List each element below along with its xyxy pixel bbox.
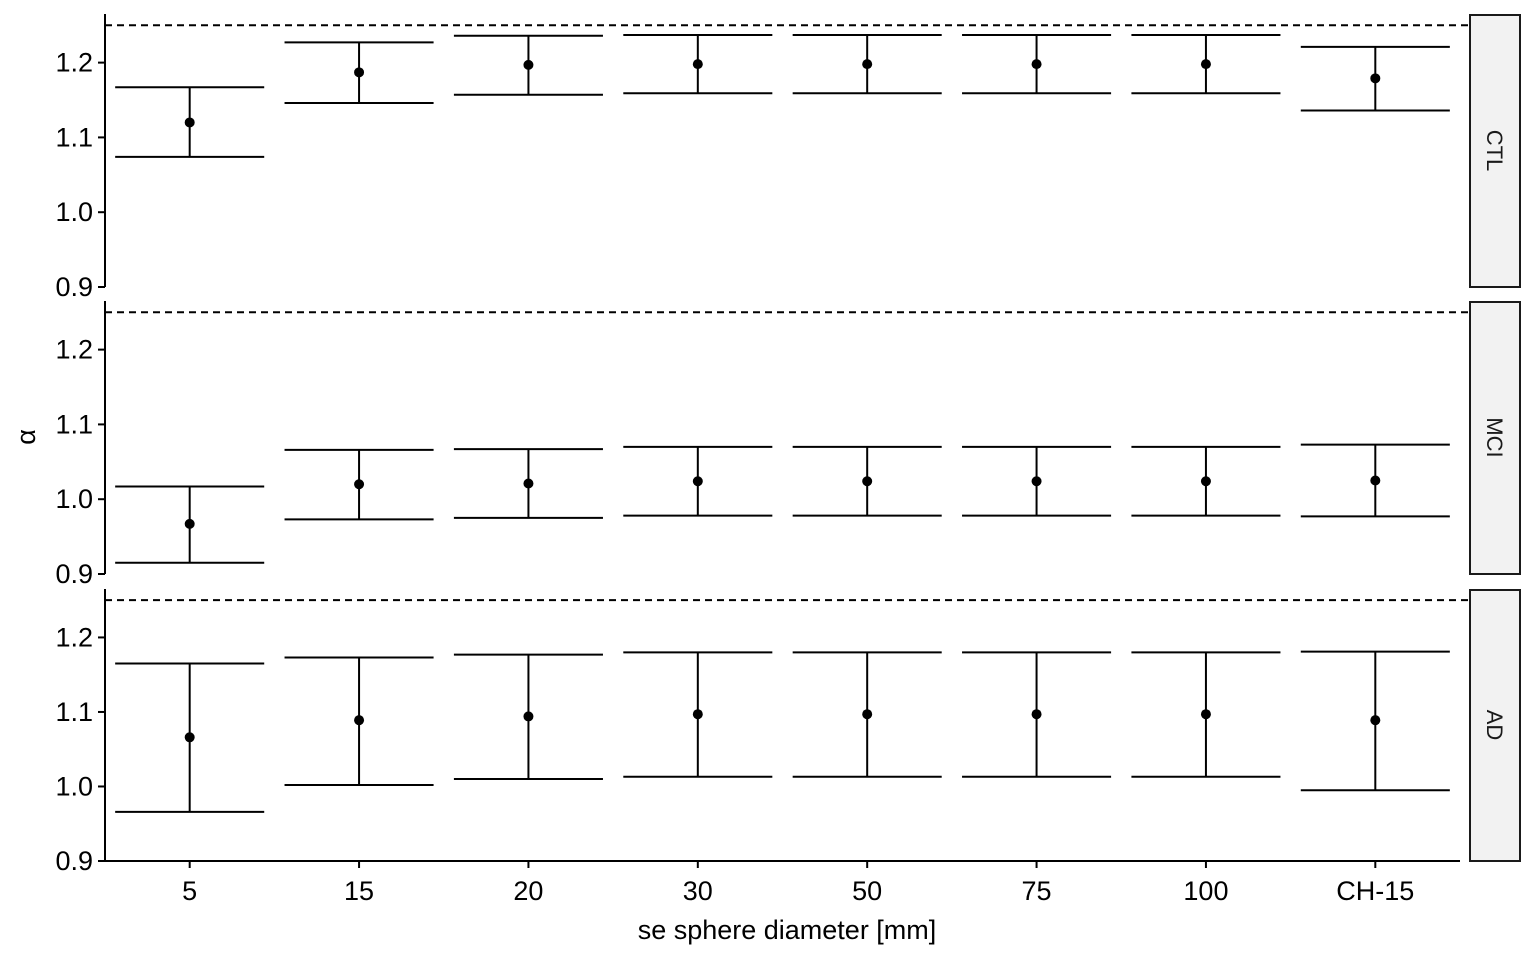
facet-panel-ad: 0.9 1.0 1.1 1.2 AD: [55, 589, 1521, 876]
x-axis-title: se sphere diameter [mm]: [638, 915, 937, 945]
y-tick-label: 1.1: [55, 697, 93, 727]
mean-point: [862, 476, 873, 487]
facet-strip: [1469, 589, 1521, 862]
x-tick-label: 20: [513, 876, 543, 906]
y-tick-label: 1.0: [55, 771, 93, 801]
mean-point: [354, 479, 365, 490]
mean-point: [1031, 709, 1042, 720]
mean-point: [184, 518, 195, 529]
mean-point: [692, 709, 703, 720]
x-tick-label: 75: [1022, 876, 1052, 906]
facet-panels: 0.9 1.0 1.1 1.2 CTL 0.9 1.0 1.1 1.2 MCI 0.9 1.0 1.1 1…: [55, 14, 1521, 876]
facet-strip: [1469, 301, 1521, 575]
mean-point: [1370, 715, 1381, 726]
facet-strip: [1469, 14, 1521, 288]
y-tick-label: 1.2: [55, 335, 93, 365]
mean-point: [1370, 73, 1381, 84]
y-axis-title: α: [11, 429, 41, 445]
mean-point: [523, 59, 534, 70]
mean-point: [692, 476, 703, 487]
mean-point: [184, 117, 195, 128]
mean-point: [692, 59, 703, 70]
mean-point: [523, 478, 534, 489]
mean-point: [354, 67, 365, 78]
x-tick-label: 100: [1183, 876, 1228, 906]
y-tick-label: 1.2: [55, 622, 93, 652]
mean-point: [1031, 59, 1042, 70]
y-tick-label: 1.2: [55, 48, 93, 78]
x-tick-label: 5: [182, 876, 197, 906]
mean-point: [1370, 475, 1381, 486]
y-tick-label: 1.1: [55, 122, 93, 152]
mean-point: [523, 711, 534, 722]
facet-panel-mci: 0.9 1.0 1.1 1.2 MCI: [55, 301, 1521, 589]
y-tick-label: 1.0: [55, 197, 93, 227]
mean-point: [1200, 709, 1211, 720]
x-tick-label: 50: [852, 876, 882, 906]
y-tick-label: 0.9: [55, 272, 93, 302]
x-axis: 5 15 20 30 50 75 100 CH-15: [105, 860, 1460, 906]
mean-point: [1200, 476, 1211, 487]
y-tick-label: 1.1: [55, 409, 93, 439]
mean-point: [862, 59, 873, 70]
x-tick-label: 30: [683, 876, 713, 906]
facet-panel-ctl: 0.9 1.0 1.1 1.2 CTL: [55, 14, 1521, 302]
mean-point: [1031, 476, 1042, 487]
mean-point: [1200, 59, 1211, 70]
mean-point: [862, 709, 873, 720]
x-tick-label: 15: [344, 876, 374, 906]
facet-strip-label: CTL: [1482, 130, 1507, 172]
mean-point: [184, 732, 195, 743]
y-tick-label: 0.9: [55, 559, 93, 589]
y-tick-label: 1.0: [55, 484, 93, 514]
x-tick-label: CH-15: [1336, 876, 1414, 906]
facet-strip-label: MCI: [1482, 417, 1507, 457]
mean-point: [354, 715, 365, 726]
y-tick-label: 0.9: [55, 846, 93, 876]
facet-strip-label: AD: [1482, 710, 1507, 741]
